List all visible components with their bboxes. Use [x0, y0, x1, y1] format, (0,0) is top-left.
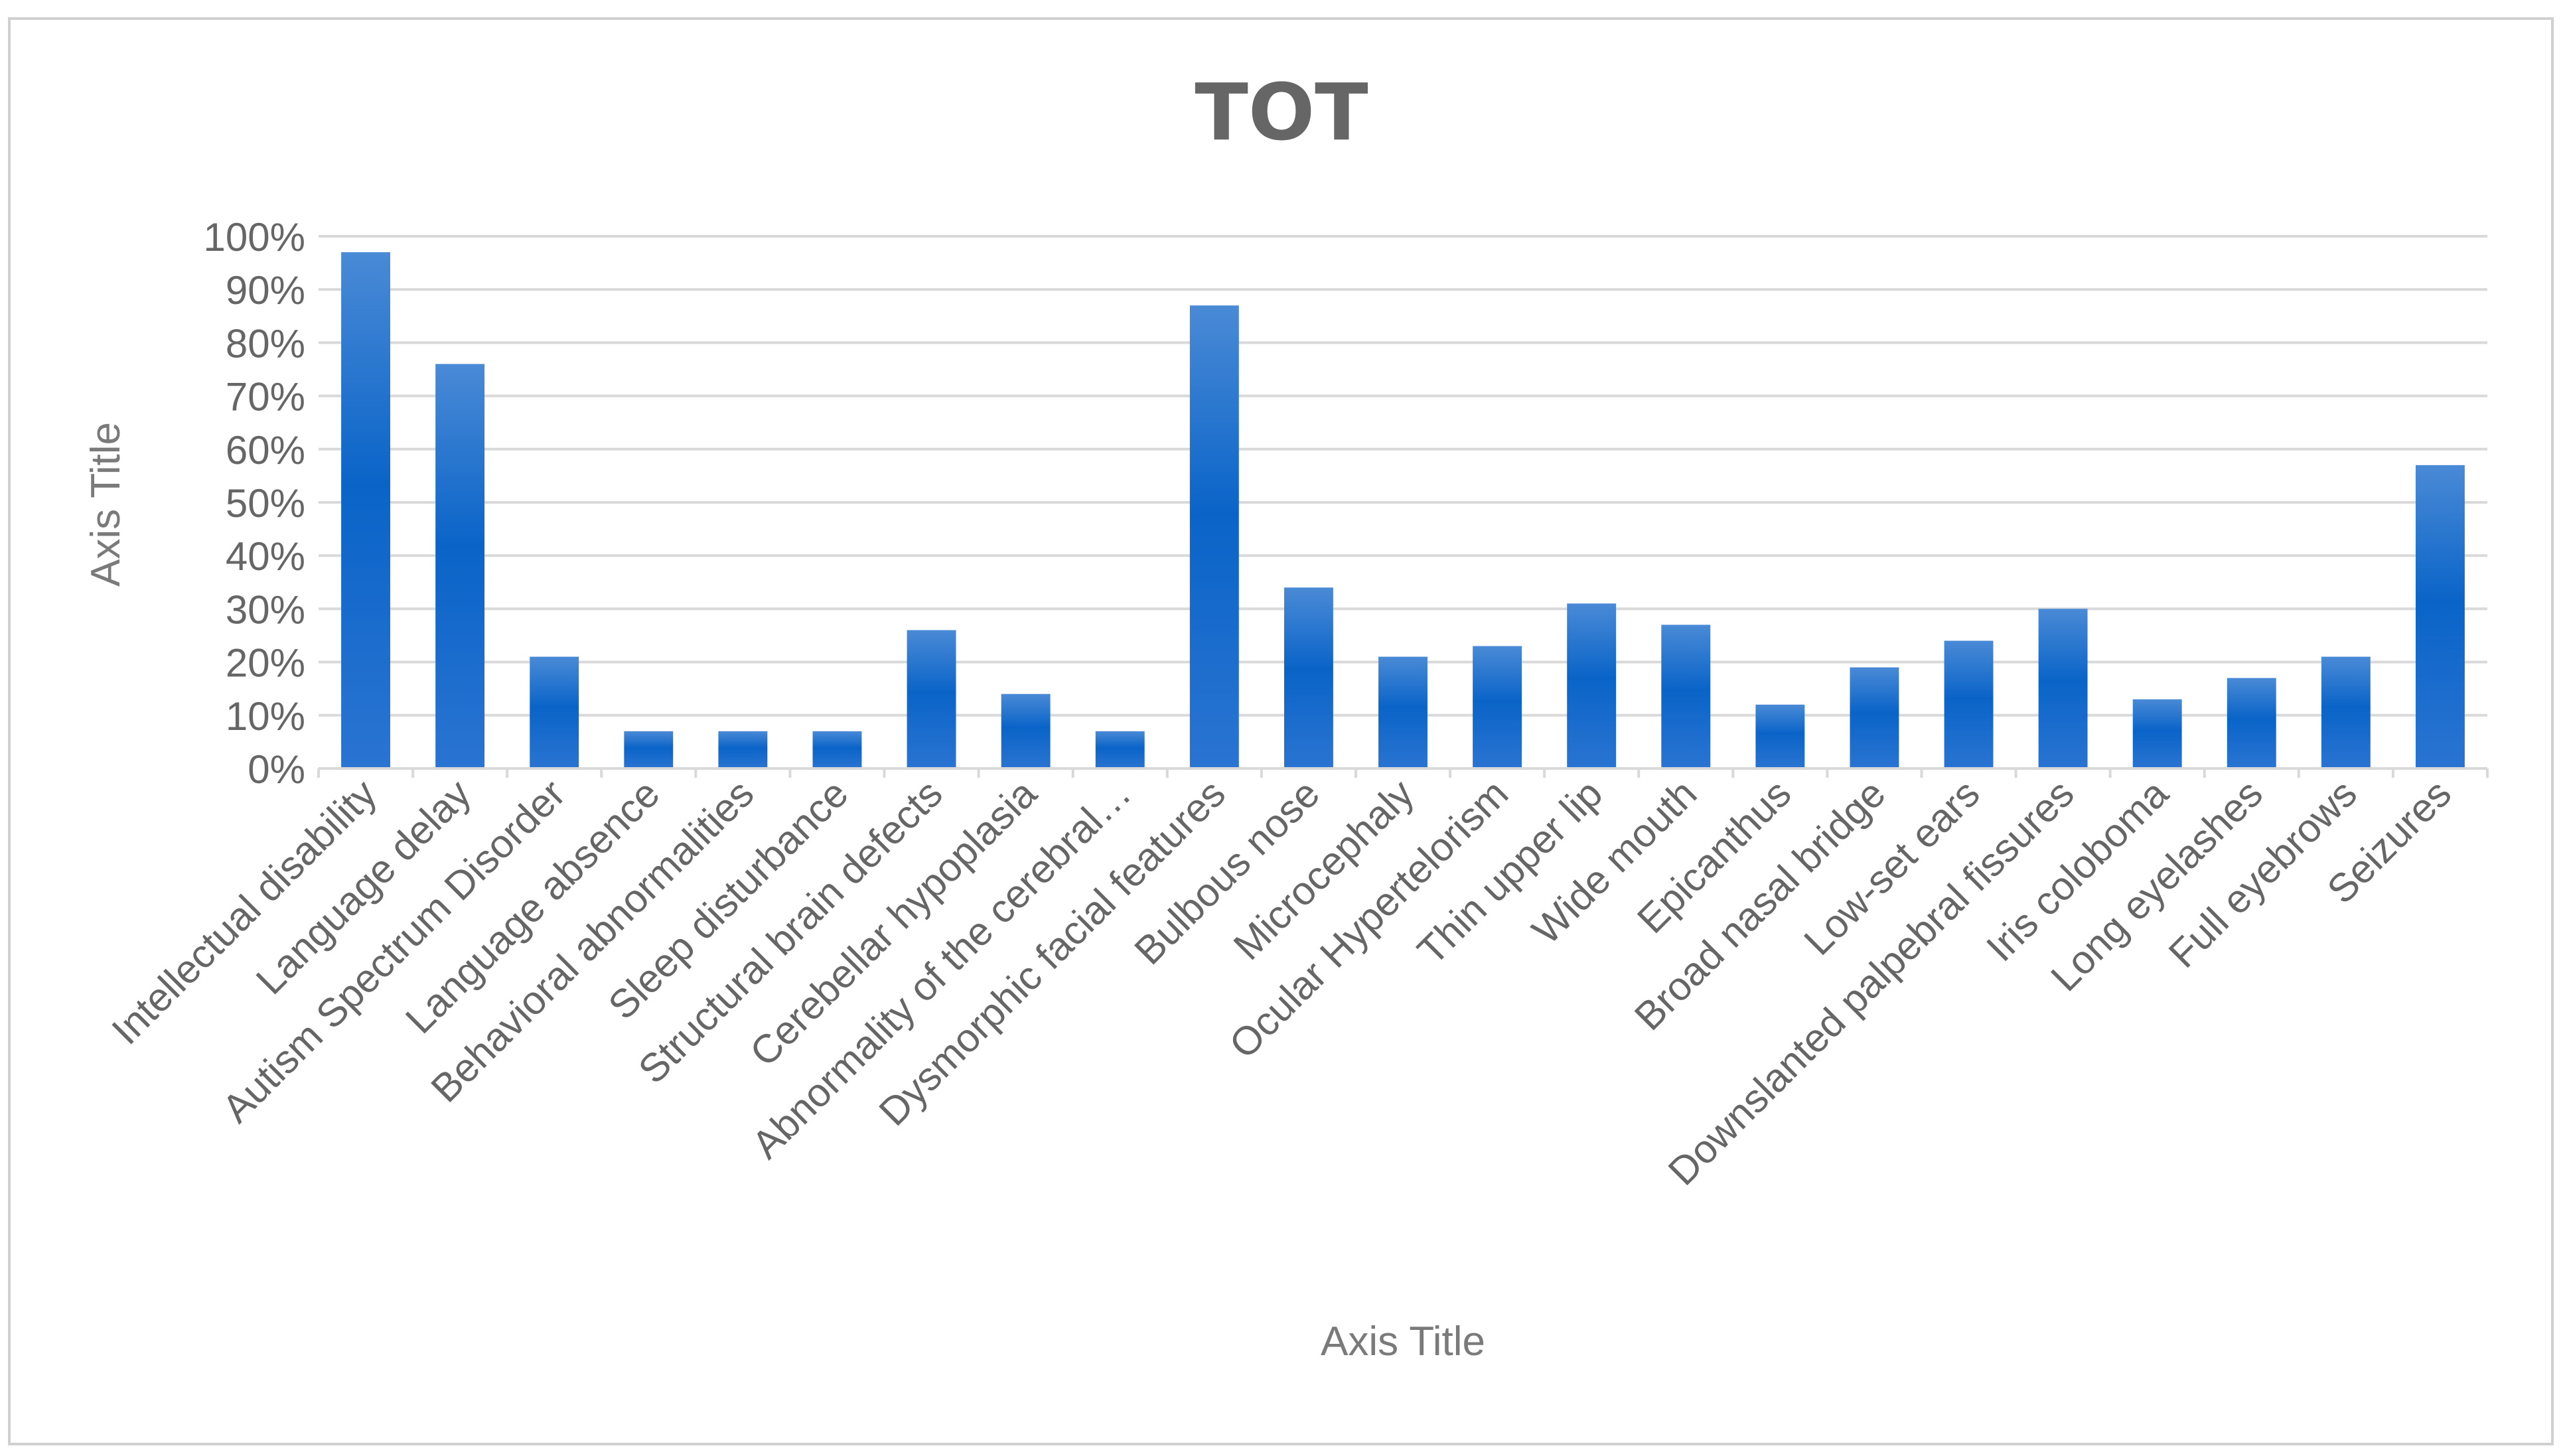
y-tick-label: 70%	[226, 375, 305, 419]
y-tick-label: 50%	[226, 481, 305, 526]
bar	[2132, 699, 2182, 768]
bar	[1661, 624, 1711, 768]
y-axis-ticks: 0% 10% 20% 30% 40% 50% 60% 70% 80% 90% 100%	[204, 215, 305, 792]
bar	[2321, 656, 2371, 768]
y-tick-label: 40%	[226, 534, 305, 579]
bar	[530, 656, 579, 768]
bar	[341, 252, 390, 768]
bar	[1567, 603, 1617, 768]
chart-title: TOT	[1195, 66, 1368, 158]
bar	[2038, 609, 2088, 768]
y-axis-title: Axis Title	[83, 422, 129, 587]
bar	[1473, 646, 1522, 768]
bar	[2416, 465, 2465, 768]
y-tick-label: 90%	[226, 268, 305, 313]
bar	[812, 731, 862, 768]
bars	[341, 252, 2465, 768]
bar	[1378, 656, 1428, 768]
chart-border	[8, 17, 2554, 1445]
y-tick-label: 30%	[226, 587, 305, 632]
bar	[2227, 678, 2276, 768]
y-tick-label: 10%	[226, 694, 305, 739]
x-axis-title: Axis Title	[1321, 1319, 1485, 1364]
bar	[1755, 704, 1805, 768]
bar	[718, 731, 768, 768]
bar	[624, 731, 674, 768]
bar	[907, 630, 956, 768]
bar	[1850, 667, 1899, 768]
y-tick-label: 60%	[226, 428, 305, 473]
y-tick-label: 20%	[226, 641, 305, 686]
y-tick-label: 100%	[204, 215, 305, 259]
bar	[1283, 587, 1333, 768]
bar	[1944, 640, 1994, 768]
bar	[435, 364, 485, 768]
y-tick-label: 80%	[226, 321, 305, 366]
y-tick-label: 0%	[248, 747, 305, 792]
gridlines	[319, 235, 2487, 717]
bar	[1189, 305, 1239, 768]
bar	[1095, 731, 1145, 768]
bar	[1001, 693, 1051, 768]
